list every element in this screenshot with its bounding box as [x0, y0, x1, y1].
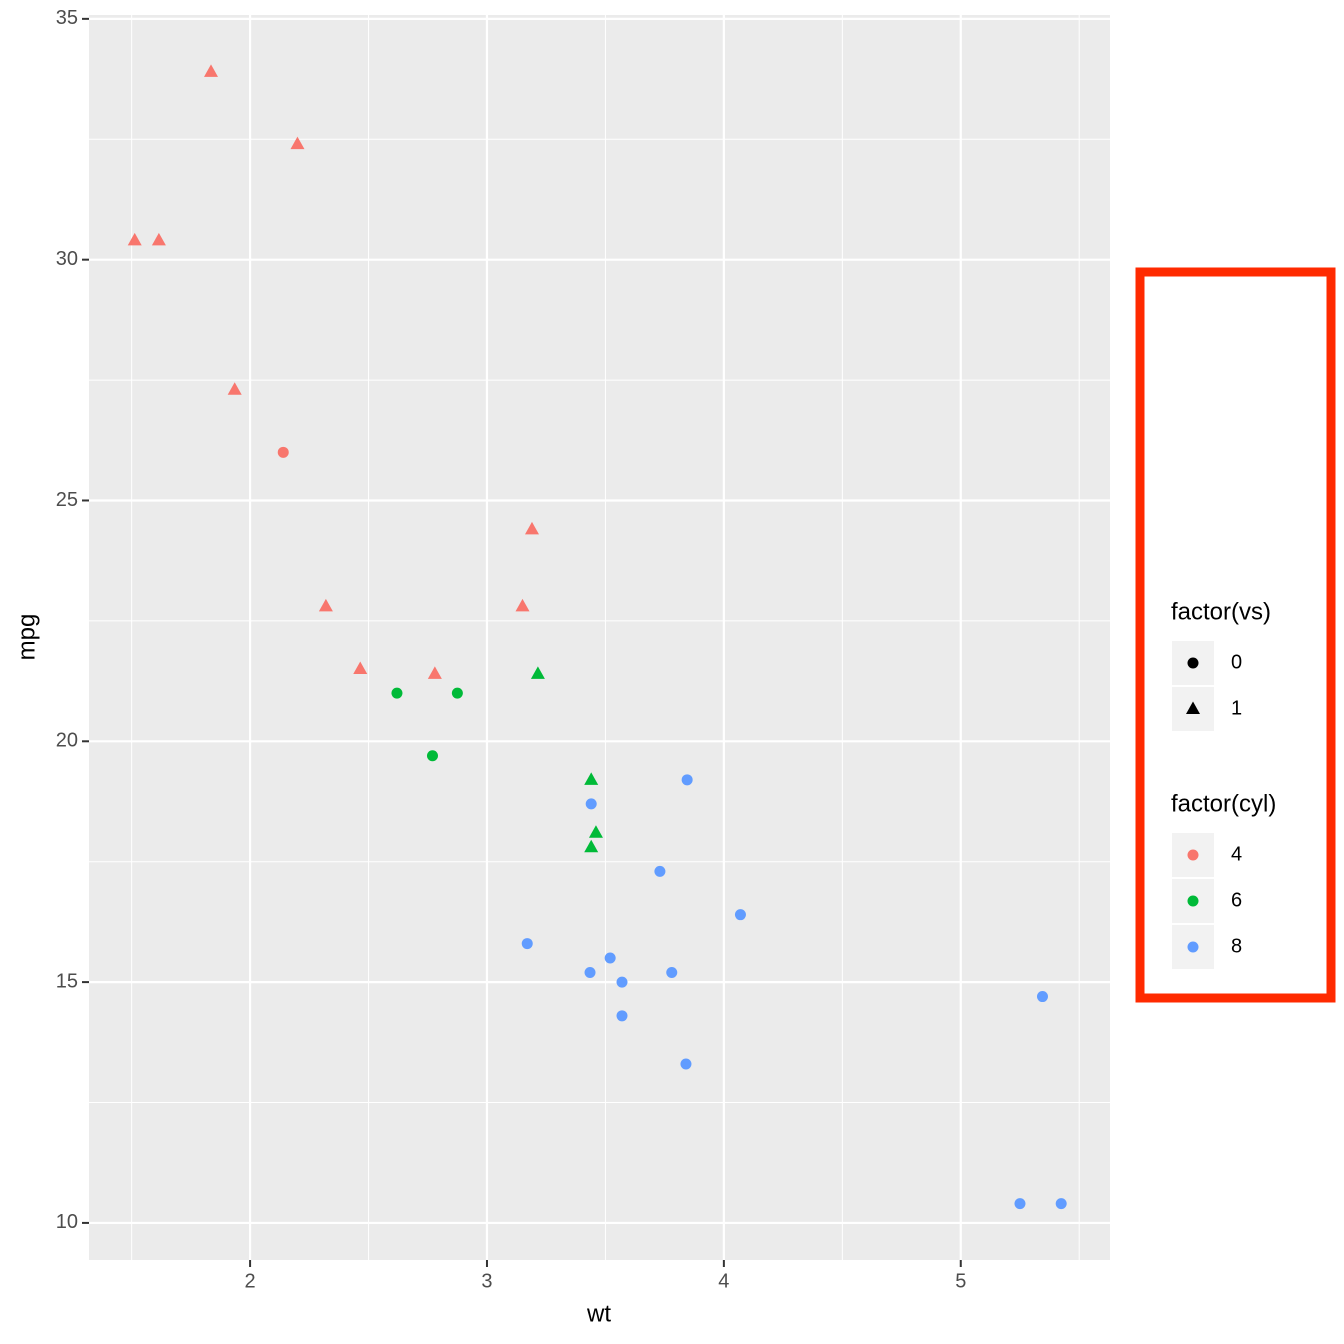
- point: [604, 952, 616, 964]
- legend-symbol: [1187, 849, 1199, 861]
- point: [681, 774, 693, 786]
- x-tick-label: 2: [245, 1270, 256, 1292]
- legend-label: 8: [1231, 935, 1242, 957]
- legend-symbol: [1186, 701, 1200, 714]
- axes: 2 3 4 5 10 15 20 25 30 35: [56, 7, 967, 1292]
- point: [227, 382, 242, 395]
- point: [515, 598, 530, 612]
- point: [584, 966, 596, 978]
- point: [1055, 1198, 1067, 1210]
- grid: [89, 15, 1110, 1260]
- y-tick-label: 25: [56, 489, 78, 511]
- legend: factor(vs) 0 1 factor(cyl) 4 6 8: [1171, 598, 1276, 969]
- point: [1036, 991, 1048, 1003]
- point: [584, 839, 599, 853]
- y-tick-label: 15: [56, 970, 78, 992]
- point: [585, 798, 597, 810]
- x-tick-label: 4: [718, 1270, 729, 1292]
- point: [290, 136, 305, 150]
- legend-label: 6: [1231, 889, 1242, 911]
- points: [127, 64, 1067, 1210]
- point: [277, 446, 289, 458]
- point: [203, 64, 218, 77]
- y-tick-label: 35: [56, 7, 78, 29]
- point: [734, 909, 746, 921]
- y-tick-label: 10: [56, 1211, 78, 1233]
- point: [588, 825, 603, 838]
- point: [127, 232, 142, 246]
- y-tick-label: 30: [56, 248, 78, 270]
- y-tick-label: 20: [56, 730, 78, 752]
- point: [1014, 1198, 1026, 1210]
- point: [427, 666, 442, 679]
- legend-title: factor(cyl): [1171, 790, 1276, 817]
- point: [318, 598, 333, 612]
- legend-symbol: [1187, 941, 1199, 953]
- point: [666, 966, 678, 978]
- point: [451, 687, 463, 699]
- legend-label: 4: [1231, 843, 1242, 865]
- x-axis-title: wt: [586, 1300, 611, 1327]
- panel: [89, 15, 1110, 1260]
- point: [524, 521, 539, 535]
- legend-symbol: [1187, 657, 1199, 669]
- legend-symbol: [1187, 895, 1199, 907]
- highlight-box: [1135, 267, 1336, 1003]
- point: [151, 232, 166, 246]
- y-axis-title: mpg: [13, 614, 40, 661]
- legend-label: 0: [1231, 651, 1242, 673]
- point: [654, 865, 666, 877]
- legend-label: 1: [1231, 697, 1242, 719]
- point: [391, 687, 403, 699]
- point: [584, 772, 599, 785]
- point: [521, 938, 533, 950]
- point: [616, 1010, 628, 1022]
- point: [426, 750, 438, 762]
- point: [530, 666, 545, 679]
- x-tick-label: 3: [481, 1270, 492, 1292]
- x-tick-label: 5: [955, 1270, 966, 1292]
- legend-title: factor(vs): [1171, 598, 1271, 625]
- point: [680, 1058, 692, 1070]
- point: [353, 661, 368, 675]
- point: [616, 976, 628, 988]
